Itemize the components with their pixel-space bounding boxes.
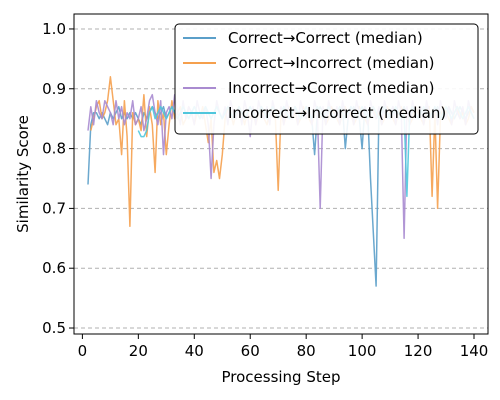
legend-label: Correct→Correct (median) xyxy=(228,29,423,47)
legend-label: Correct→Incorrect (median) xyxy=(228,54,434,72)
legend-box xyxy=(174,23,479,135)
y-tick-label: 0.5 xyxy=(42,319,66,337)
x-tick-label: 20 xyxy=(129,342,148,360)
x-tick-label: 60 xyxy=(241,342,260,360)
x-tick-label: 0 xyxy=(78,342,88,360)
plot-frame xyxy=(73,13,489,335)
y-axis-label: Similarity Score xyxy=(14,115,32,233)
x-axis-ticks: 0 20 40 60 80 100 120 140 xyxy=(78,334,489,360)
x-tick-label: 40 xyxy=(185,342,204,360)
x-tick-label: 100 xyxy=(348,342,377,360)
legend: Correct→Correct (median) Correct→Incorrec… xyxy=(174,23,479,135)
legend-label: Incorrect→Incorrect (median) xyxy=(228,104,446,122)
x-tick-label: 80 xyxy=(297,342,316,360)
y-tick-label: 0.7 xyxy=(42,199,66,217)
legend-label: Incorrect→Correct (median) xyxy=(228,79,434,97)
y-tick-label: 0.8 xyxy=(42,140,66,158)
x-tick-label: 120 xyxy=(404,342,433,360)
y-tick-label: 1.0 xyxy=(42,20,66,38)
y-axis-ticks: 0.5 0.6 0.7 0.8 0.9 1.0 xyxy=(42,20,74,337)
x-axis-label: Processing Step xyxy=(221,368,340,386)
y-tick-label: 0.6 xyxy=(42,259,66,277)
y-tick-label: 0.9 xyxy=(42,80,66,98)
x-tick-label: 140 xyxy=(460,342,489,360)
